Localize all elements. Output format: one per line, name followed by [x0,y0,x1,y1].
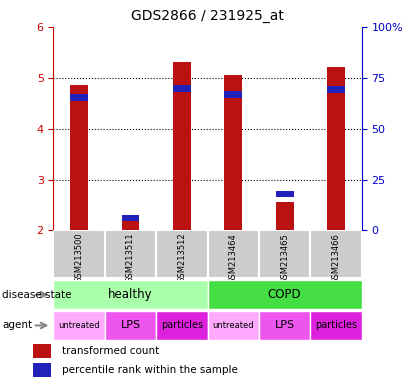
Text: disease state: disease state [2,290,72,300]
Bar [173,85,191,92]
Text: healthy: healthy [108,288,153,301]
Text: agent: agent [2,320,32,331]
Text: particles: particles [315,320,357,331]
Bar [33,344,51,358]
Text: GSM213512: GSM213512 [178,233,186,283]
Bar [173,63,191,230]
Text: GSM213511: GSM213511 [126,233,135,283]
Bar [53,230,105,278]
Text: GSM213466: GSM213466 [332,233,340,284]
Bar [208,311,259,340]
Bar [156,311,208,340]
Text: LPS: LPS [275,320,295,331]
Text: GSM213465: GSM213465 [280,233,289,283]
Bar [208,280,362,309]
Bar [33,363,51,377]
Bar [259,230,310,278]
Bar [105,230,156,278]
Bar [53,280,208,309]
Text: percentile rank within the sample: percentile rank within the sample [62,365,238,375]
Text: transformed count: transformed count [62,346,159,356]
Bar [105,311,156,340]
Bar [224,75,242,230]
Bar [208,230,259,278]
Text: untreated: untreated [58,321,100,330]
Bar [310,230,362,278]
Text: untreated: untreated [212,321,254,330]
Text: LPS: LPS [120,320,141,331]
Bar [70,94,88,101]
Bar [122,215,139,221]
Bar [259,311,310,340]
Text: GSM213464: GSM213464 [229,233,238,283]
Text: COPD: COPD [268,288,301,301]
Text: particles: particles [161,320,203,331]
Bar [276,191,293,197]
Bar [327,86,345,93]
Title: GDS2866 / 231925_at: GDS2866 / 231925_at [131,9,284,23]
Bar [122,215,139,230]
Bar [327,66,345,230]
Bar [310,311,362,340]
Bar [70,85,88,230]
Bar [276,202,293,230]
Bar [53,311,105,340]
Bar [224,91,242,98]
Text: GSM213500: GSM213500 [75,233,83,283]
Bar [156,230,208,278]
